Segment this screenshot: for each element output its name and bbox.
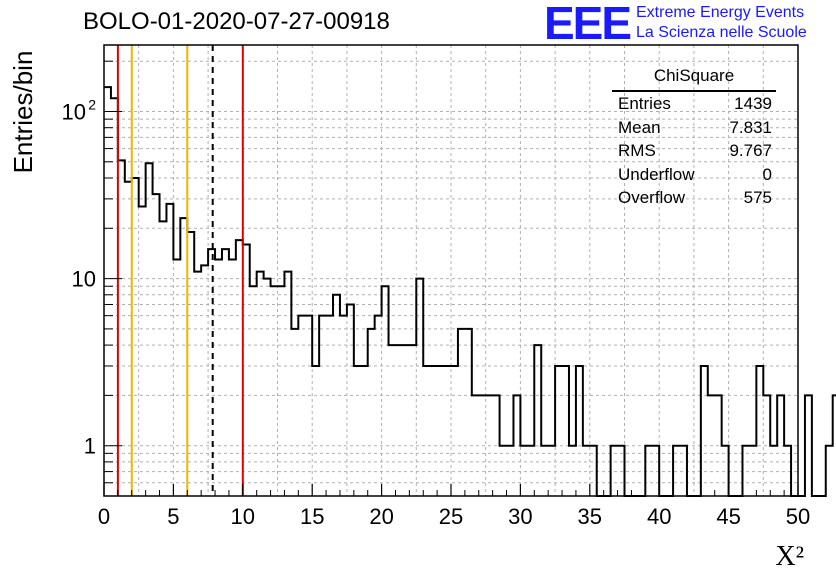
- x-tick-label: 15: [300, 504, 324, 529]
- y-tick-label: 1: [84, 434, 96, 459]
- stats-row-mean: Mean 7.831: [612, 116, 776, 140]
- x-tick-label: 50: [786, 504, 810, 529]
- logo-tagline-1: Extreme Energy Events: [636, 4, 805, 21]
- stats-value: 1439: [734, 94, 772, 113]
- stats-row-rms: RMS 9.767: [612, 139, 776, 163]
- plot-title: BOLO-01-2020-07-27-00918: [83, 8, 390, 35]
- stats-label: Mean: [618, 117, 661, 137]
- x-tick-label: 40: [647, 504, 671, 529]
- x-tick-label: 5: [167, 504, 179, 529]
- x-tick-label: 20: [369, 504, 393, 529]
- stats-label: Underflow: [618, 164, 695, 184]
- stats-value: 575: [743, 188, 772, 207]
- eee-logo: EEE: [544, 0, 632, 49]
- y-axis-label: Entries/bin: [8, 51, 38, 174]
- x-tick-label: 45: [716, 504, 740, 529]
- stats-row-entries: Entries 1439: [612, 92, 776, 116]
- x-axis-label: X²: [775, 541, 804, 572]
- stats-label: Overflow: [618, 188, 686, 207]
- x-tick-label: 35: [578, 504, 602, 529]
- stats-box: ChiSquare Entries 1439 Mean 7.831 RMS 9.…: [612, 66, 776, 210]
- logo-tagline-2: La Scienza nelle Scuole: [636, 24, 807, 41]
- stats-label: RMS: [618, 141, 656, 160]
- y-tick-label: 10: [62, 99, 86, 124]
- stats-value: 9.767: [729, 141, 772, 160]
- stats-row-overflow: Overflow 575: [612, 186, 776, 210]
- y-tick-exponent: 2: [88, 96, 96, 112]
- stats-value: 7.831: [729, 117, 772, 137]
- x-tick-label: 30: [508, 504, 532, 529]
- x-tick-label: 25: [439, 504, 463, 529]
- stats-value: 0: [762, 164, 772, 184]
- grid: [104, 45, 798, 496]
- stats-label: Entries: [618, 94, 671, 113]
- x-tick-label: 10: [231, 504, 255, 529]
- y-tick-label: 10: [72, 267, 96, 292]
- marker-lines: [116, 45, 244, 496]
- stats-header: ChiSquare: [612, 66, 776, 92]
- stats-row-underflow: Underflow 0: [612, 163, 776, 187]
- x-tick-label: 0: [98, 504, 110, 529]
